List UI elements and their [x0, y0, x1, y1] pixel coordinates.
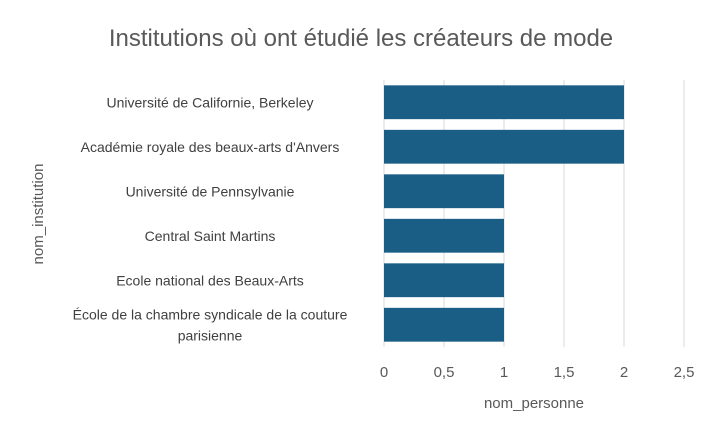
bar: [384, 307, 504, 342]
category-label: Université de Pennsylvanie: [126, 183, 295, 199]
bar: [384, 263, 504, 298]
category-label: Central Saint Martins: [145, 228, 276, 244]
bar: [384, 218, 504, 253]
category-label: Académie royale des beaux-arts d'Anvers: [81, 139, 340, 155]
category-label: École de la chambre syndicale de la cout…: [73, 306, 348, 343]
category-labels: Université de Californie, Berkeley Académ…: [73, 94, 348, 343]
x-tick-label: 1: [500, 364, 508, 381]
y-axis-title: nom_institution: [30, 164, 47, 265]
x-axis-title: nom_personne: [484, 395, 584, 412]
x-tick-label: 0: [380, 364, 388, 381]
x-tick-labels: 0 0,5 1 1,5 2 2,5: [380, 364, 695, 381]
bar: [384, 129, 624, 164]
x-tick-label: 0,5: [434, 364, 455, 381]
bar: [384, 85, 624, 120]
bar: [384, 174, 504, 209]
x-tick-label: 2: [620, 364, 628, 381]
category-label: Ecole national des Beaux-Arts: [116, 272, 304, 288]
chart-title: Institutions où ont étudié les créateurs…: [109, 25, 613, 52]
category-label: Université de Californie, Berkeley: [107, 94, 314, 110]
x-tick-label: 2,5: [674, 364, 695, 381]
x-tick-label: 1,5: [554, 364, 575, 381]
gridlines: [383, 80, 685, 347]
bars: [384, 85, 624, 342]
